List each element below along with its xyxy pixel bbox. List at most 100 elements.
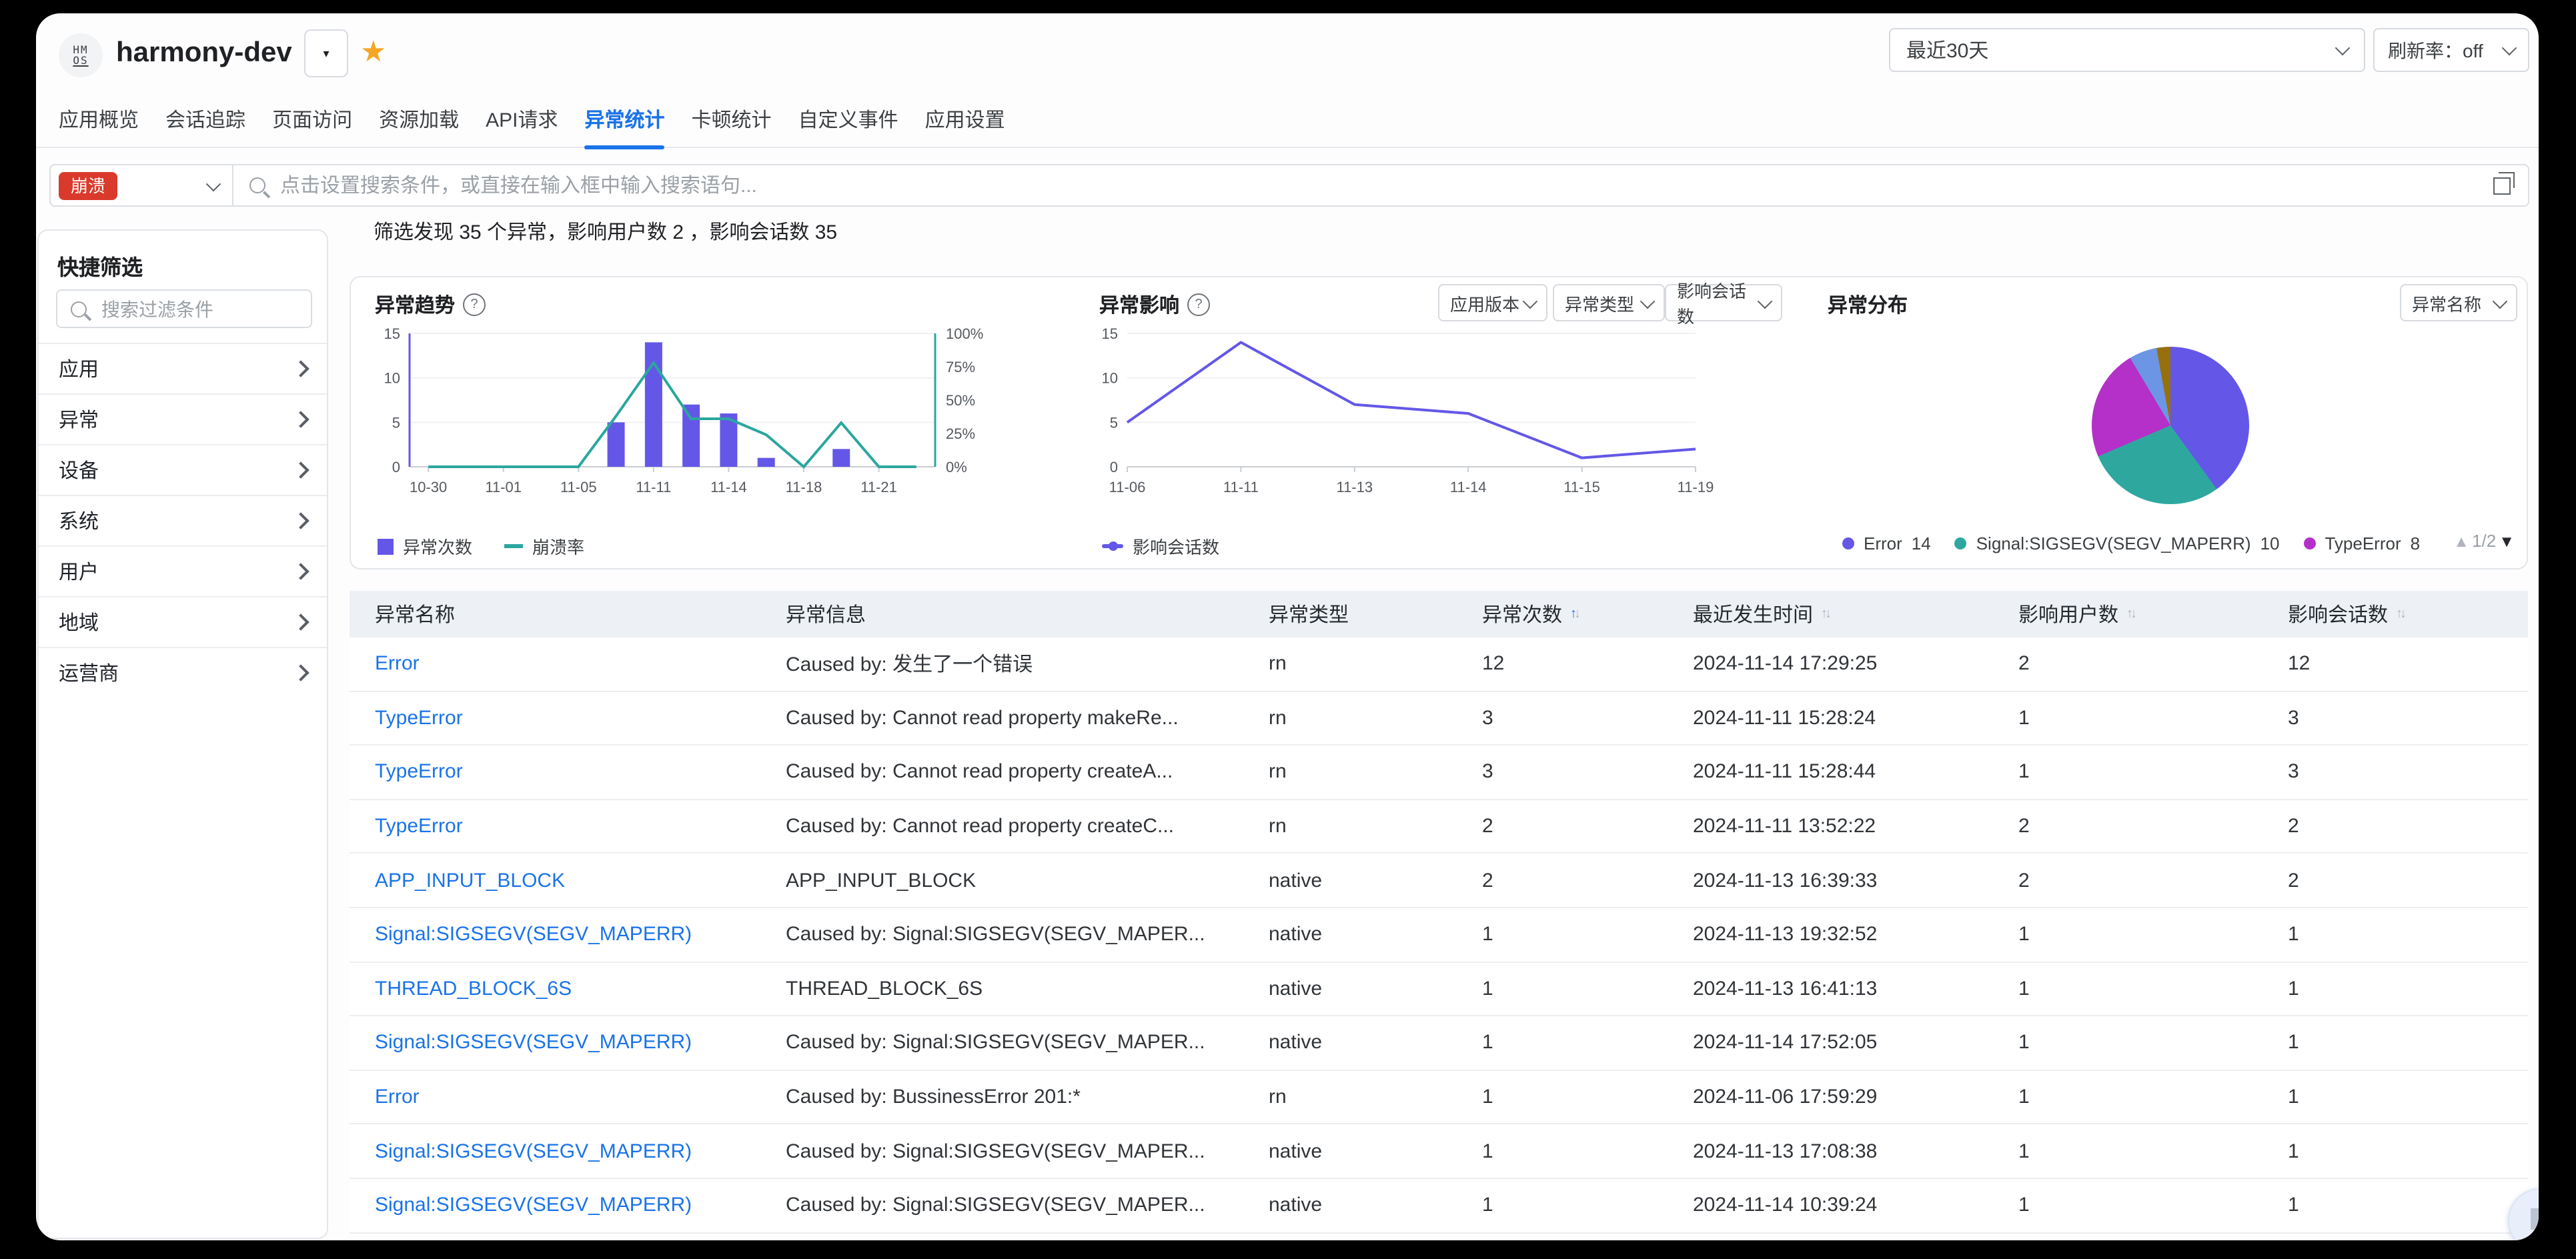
last-occurred-time: 2024-11-11 15:28:24 xyxy=(1693,706,1876,730)
app-version-select[interactable]: 应用版本 xyxy=(1438,284,1547,321)
chevron-down-icon xyxy=(2501,40,2517,56)
table-header-cell[interactable]: 影响会话数 ↑ ↓ xyxy=(2288,600,2528,628)
nav-tab[interactable]: 会话追踪 xyxy=(165,109,246,131)
legend-item[interactable]: Error 14 xyxy=(1842,533,1931,553)
legend-item[interactable]: TypeError 8 xyxy=(2303,533,2420,553)
distribution-dim-value: 异常名称 xyxy=(2412,294,2482,314)
distribution-chart-title: 异常分布 xyxy=(1828,291,1908,319)
exception-info: THREAD_BLOCK_6S xyxy=(786,977,983,1000)
svg-text:10: 10 xyxy=(1102,370,1118,387)
filter-category-item[interactable]: 用户 xyxy=(39,545,327,596)
dot-swatch-icon xyxy=(1842,537,1854,549)
affected-sessions: 1 xyxy=(2288,977,2299,1000)
impact-metric-select[interactable]: 影响会话数 xyxy=(1665,281,1782,327)
svg-text:11-13: 11-13 xyxy=(1336,479,1373,495)
exception-name-link[interactable]: Signal:SIGSEGV(SEGV_MAPERR) xyxy=(375,923,692,946)
table-header-cell[interactable]: 异常信息 ↑↓ xyxy=(786,600,1269,628)
table-header-cell[interactable]: 异常名称 ↑↓ xyxy=(375,600,786,628)
exception-name-link[interactable]: TypeError xyxy=(375,815,463,838)
exception-name-link[interactable]: Error xyxy=(375,652,420,676)
chevron-down-icon xyxy=(1757,293,1773,309)
table-header-cell[interactable]: 最近发生时间 ↑ ↓ xyxy=(1693,600,2018,628)
help-icon[interactable]: ? xyxy=(463,293,486,316)
nav-tab[interactable]: API请求 xyxy=(486,109,558,131)
last-occurred-time: 2024-11-13 17:08:38 xyxy=(1693,1140,1878,1163)
filter-search-input[interactable] xyxy=(99,297,297,321)
filter-category-item[interactable]: 应用 xyxy=(39,343,327,393)
exception-name-link[interactable]: TypeError xyxy=(375,706,463,730)
app-switcher-button[interactable]: ▾ xyxy=(304,29,348,77)
svg-text:11-05: 11-05 xyxy=(560,479,597,495)
impact-title-text: 异常影响 xyxy=(1099,295,1180,317)
exception-type: native xyxy=(1269,1194,1323,1217)
table-header-cell[interactable]: 影响用户数 ↑ ↓ xyxy=(2018,600,2288,628)
legend-value: 14 xyxy=(1911,533,1931,553)
filter-category-item[interactable]: 异常 xyxy=(39,393,327,444)
filter-category-item[interactable]: 设备 xyxy=(39,444,327,495)
filter-category-label: 设备 xyxy=(59,460,99,483)
exception-type-select[interactable]: 异常类型 xyxy=(1553,284,1665,321)
dot-swatch-icon xyxy=(1954,537,1967,549)
exception-name-link[interactable]: APP_INPUT_BLOCK xyxy=(375,869,566,892)
sort-icon[interactable]: ↑ ↓ xyxy=(2396,606,2407,621)
sort-icon[interactable]: ↑ ↓ xyxy=(1821,606,1832,621)
table-header-cell[interactable]: 异常次数 ↑ ↓ xyxy=(1482,600,1693,628)
refresh-rate-select[interactable]: 刷新率：off xyxy=(2373,28,2529,72)
table-row: Signal:SIGSEGV(SEGV_MAPERR) Caused by: S… xyxy=(350,1178,2528,1234)
exception-name-link[interactable]: TypeError xyxy=(375,760,463,784)
distribution-dim-select[interactable]: 异常名称 xyxy=(2400,284,2517,321)
exception-count: 1 xyxy=(1482,1140,1493,1163)
exception-name-link[interactable]: Signal:SIGSEGV(SEGV_MAPERR) xyxy=(375,1031,692,1054)
crash-badge: 崩溃 xyxy=(59,171,118,199)
help-icon[interactable]: ? xyxy=(1187,293,1211,316)
svg-text:25%: 25% xyxy=(946,425,975,442)
copy-icon[interactable] xyxy=(2493,172,2515,195)
nav-tab[interactable]: 卡顿统计 xyxy=(691,109,772,131)
nav-tab[interactable]: 资源加载 xyxy=(379,109,460,131)
exception-name-link[interactable]: Signal:SIGSEGV(SEGV_MAPERR) xyxy=(375,1194,692,1217)
nav-tab[interactable]: 应用概览 xyxy=(59,109,139,131)
exception-info: Caused by: Signal:SIGSEGV(SEGV_MAPER... xyxy=(786,923,1205,946)
legend-item[interactable]: 影响会话数 xyxy=(1102,533,1219,559)
search-input[interactable] xyxy=(277,173,2475,198)
exception-name-link[interactable]: Error xyxy=(375,1086,420,1109)
favorite-star-icon[interactable]: ★ xyxy=(360,35,387,68)
crash-filter-select[interactable]: 崩溃 xyxy=(49,164,233,207)
search-bar[interactable] xyxy=(232,164,2529,207)
legend-page-up-icon[interactable]: ▲ xyxy=(2453,531,2470,550)
legend-label: Error xyxy=(1864,533,1902,553)
exception-type: rn xyxy=(1269,815,1287,838)
exception-name-link[interactable]: Signal:SIGSEGV(SEGV_MAPERR) xyxy=(375,1140,692,1163)
exception-table: 异常名称 ↑↓ 异常信息 ↑↓ 异常类型 ↑↓ 异常次数 xyxy=(350,591,2528,1234)
legend-item[interactable]: 崩溃率 xyxy=(504,533,584,559)
legend-item[interactable]: Signal:SIGSEGV(SEGV_MAPERR) 10 xyxy=(1954,533,2279,553)
nav-tab[interactable]: 应用设置 xyxy=(924,109,1005,131)
sort-icon[interactable]: ↑ ↓ xyxy=(1570,606,1581,621)
svg-text:11-14: 11-14 xyxy=(1450,479,1487,495)
exception-type: rn xyxy=(1269,760,1287,784)
affected-users: 1 xyxy=(2018,1140,2030,1163)
svg-text:11-19: 11-19 xyxy=(1678,479,1714,495)
legend-page-down-icon[interactable]: ▼ xyxy=(2499,531,2515,550)
charts-card: 异常趋势 ? 应用版本 异常类型 0 5 10 15 0% 25% 50% 75% 100% 10… xyxy=(350,276,2528,569)
exception-info: Caused by: Signal:SIGSEGV(SEGV_MAPER... xyxy=(786,1031,1205,1054)
affected-users: 1 xyxy=(2018,923,2030,946)
nav-tab[interactable]: 自定义事件 xyxy=(798,109,898,131)
pie-legend: Error 14 Signal:SIGSEGV(SEGV_MAPERR) 10 … xyxy=(1842,533,2517,553)
time-range-select[interactable]: 最近30天 xyxy=(1889,28,2365,72)
chevron-down-icon xyxy=(2335,40,2351,56)
nav-tab[interactable]: 异常统计 xyxy=(584,105,665,149)
sort-icon[interactable]: ↑ ↓ xyxy=(2126,606,2137,621)
nav-tab[interactable]: 页面访问 xyxy=(272,109,353,131)
table-header-cell[interactable]: 异常类型 ↑↓ xyxy=(1269,600,1482,628)
filter-category-item[interactable]: 系统 xyxy=(39,495,327,545)
filter-category-item[interactable]: 运营商 xyxy=(39,647,327,698)
hmos-logo-icon: HM OS xyxy=(59,33,103,77)
filter-search-box[interactable] xyxy=(56,289,312,328)
legend-item[interactable]: 异常次数 xyxy=(378,533,472,559)
exception-name-link[interactable]: THREAD_BLOCK_6S xyxy=(375,977,572,1000)
app-window: HM OS harmony-dev ▾ ★ 最近30天 刷新率：off 应用概览… xyxy=(36,13,2539,1240)
filter-category-item[interactable]: 地域 xyxy=(39,596,327,647)
affected-users: 1 xyxy=(2018,760,2030,784)
affected-sessions: 3 xyxy=(2288,706,2299,730)
